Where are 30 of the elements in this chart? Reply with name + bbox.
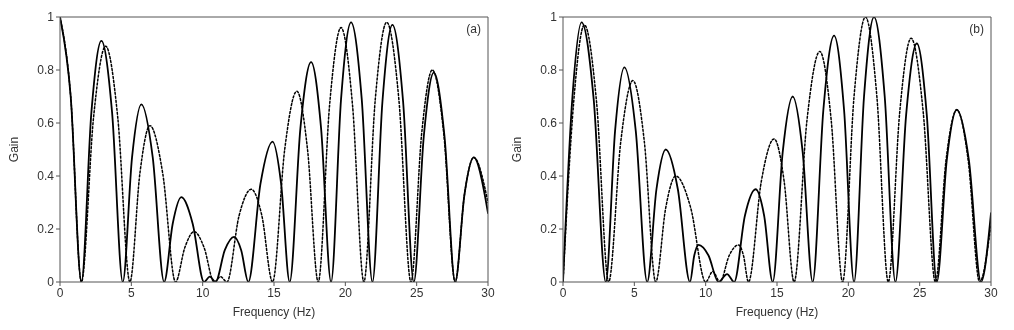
y-tick-label: 1 bbox=[550, 10, 558, 25]
annotation: (a) bbox=[466, 22, 481, 36]
x-tick-label: 25 bbox=[912, 285, 927, 300]
x-tick-label: 5 bbox=[127, 285, 135, 300]
x-axis-title: Frequency (Hz) bbox=[232, 305, 316, 319]
y-tick-label: 0.2 bbox=[540, 222, 558, 237]
x-tick-label: 5 bbox=[630, 285, 638, 300]
y-tick-label: 0.8 bbox=[540, 63, 558, 78]
y-tick-label: 0 bbox=[47, 275, 55, 290]
x-tick-label: 30 bbox=[984, 285, 998, 300]
y-tick-label: 0 bbox=[550, 275, 558, 290]
annotation: (b) bbox=[969, 22, 984, 36]
y-axis-title: Gain bbox=[7, 136, 22, 163]
x-tick-label: 30 bbox=[481, 285, 495, 300]
y-axis-title: Gain bbox=[510, 136, 525, 163]
x-tick-label: 20 bbox=[338, 285, 353, 300]
x-tick-label: 10 bbox=[698, 285, 713, 300]
y-tick-label: 0.6 bbox=[37, 116, 55, 131]
y-tick-label: 0.8 bbox=[37, 63, 55, 78]
y-tick-label: 1 bbox=[47, 10, 55, 25]
y-tick-label: 0.4 bbox=[540, 169, 558, 184]
x-tick-label: 15 bbox=[770, 285, 784, 300]
y-tick-label: 0.6 bbox=[540, 116, 558, 131]
x-tick-label: 10 bbox=[195, 285, 210, 300]
x-tick-label: 15 bbox=[267, 285, 281, 300]
y-tick-label: 0.4 bbox=[37, 169, 55, 184]
x-tick-label: 25 bbox=[409, 285, 424, 300]
y-tick-label: 0.2 bbox=[37, 222, 55, 237]
x-axis-title: Frequency (Hz) bbox=[735, 305, 819, 319]
x-tick-label: 20 bbox=[841, 285, 856, 300]
